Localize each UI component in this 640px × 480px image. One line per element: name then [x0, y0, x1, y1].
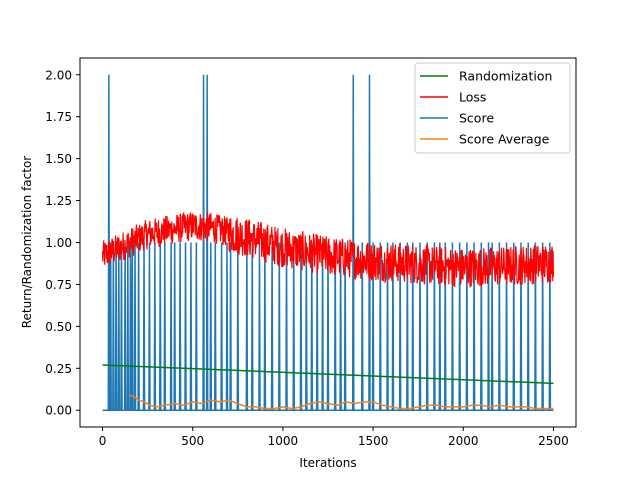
y-tick-label: 1.50	[45, 152, 72, 166]
y-tick-label: 2.00	[45, 68, 72, 82]
legend: Randomization Loss Score Score Average	[414, 62, 571, 154]
series-line-score	[102, 74, 554, 411]
y-tick-label: 1.75	[45, 110, 72, 124]
series-line-randomization	[102, 364, 554, 385]
legend-label: Randomization	[459, 69, 552, 84]
legend-label: Score	[459, 111, 494, 126]
x-tick-label: 1500	[358, 434, 389, 448]
y-tick-label: 0.50	[45, 320, 72, 334]
x-tick-label: 2000	[448, 434, 479, 448]
y-tick-label: 0.75	[45, 278, 72, 292]
legend-box	[414, 62, 571, 154]
plot-area	[101, 74, 555, 411]
y-tick-label: 1.00	[45, 236, 72, 250]
x-tick-label: 0	[99, 434, 107, 448]
x-tick-label: 1000	[268, 434, 299, 448]
y-tick-label: 1.25	[45, 194, 72, 208]
x-tick-label: 500	[181, 434, 204, 448]
legend-label: Score Average	[459, 132, 550, 147]
series-line-score-average	[129, 394, 554, 410]
axis-ticks: 0 500 1000 1500 2000 2500 0.00 0.25 0.50 0.75 1.00…	[45, 68, 568, 448]
y-axis-label: Return/Randomization factor	[20, 156, 34, 329]
x-tick-label: 2500	[538, 434, 569, 448]
legend-label: Loss	[459, 90, 486, 105]
plot-series	[101, 74, 555, 411]
y-tick-label: 0.00	[45, 404, 72, 418]
series-line-loss	[101, 212, 555, 288]
x-axis-label: Iterations	[299, 456, 356, 470]
y-tick-label: 0.25	[45, 362, 72, 376]
